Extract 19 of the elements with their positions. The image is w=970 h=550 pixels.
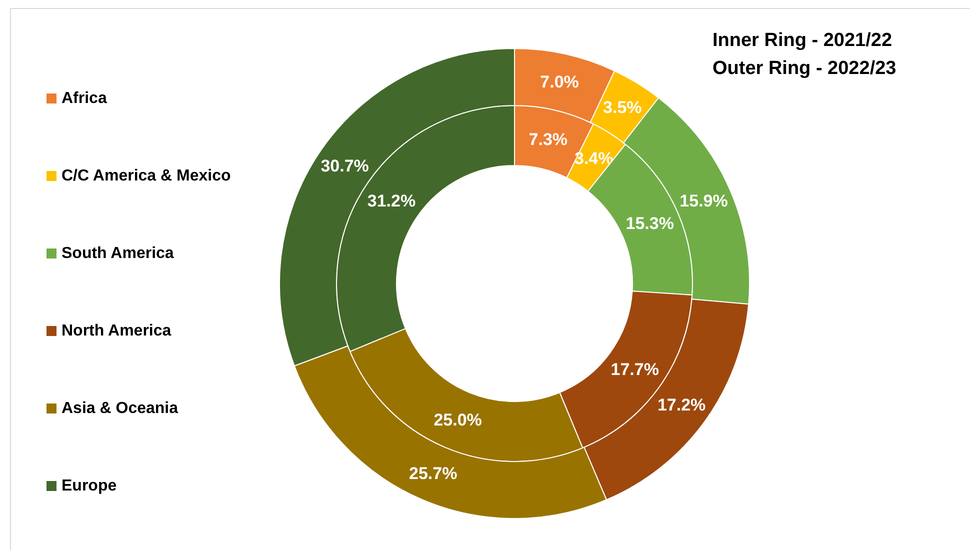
data-label: 3.5% [603, 98, 642, 117]
data-label: 17.7% [610, 360, 659, 380]
legend-label: North America [62, 322, 172, 340]
data-label: 31.2% [367, 192, 416, 211]
data-label: 7.3% [528, 130, 568, 149]
data-label: 30.7% [320, 156, 369, 176]
data-label: 25.0% [434, 410, 482, 430]
data-label: 25.7% [408, 464, 458, 483]
legend-label: South America [62, 245, 174, 262]
data-label: 7.0% [540, 72, 579, 92]
legend-label: Europe [62, 478, 117, 494]
text: Outer Ring - 2022/23 [712, 58, 896, 79]
data-label: 15.9% [680, 191, 728, 210]
legend-label: Africa [62, 90, 107, 107]
legend-label: Asia & Oceania [62, 400, 178, 417]
data-label: 15.3% [626, 214, 674, 234]
legend-label: C/C America & Mexico [62, 168, 231, 184]
data-label: 17.2% [657, 395, 706, 414]
text: Inner Ring - 2021/22 [712, 30, 892, 51]
